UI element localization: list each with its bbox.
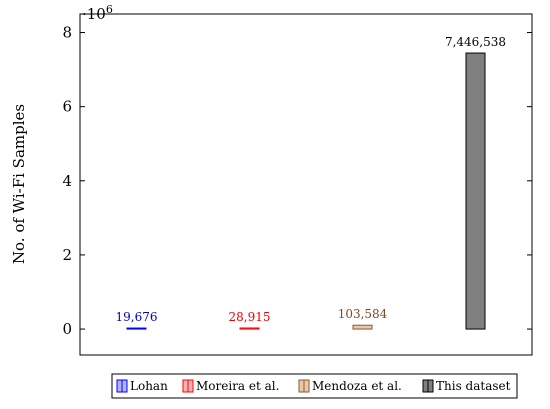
legend: Lohan Moreira et al. Mendoza et al. This da… xyxy=(111,373,518,399)
y-axis-multiplier: ·106 xyxy=(82,3,113,23)
legend-swatch xyxy=(182,379,194,393)
y-tick-label: 0 xyxy=(62,320,72,338)
bar-mendoza-et-al xyxy=(352,324,373,330)
y-tick-label: 4 xyxy=(62,172,72,190)
plot-area-frame xyxy=(79,13,533,356)
y-tick-label: 6 xyxy=(62,98,72,116)
y-axis: 0 2 4 6 8 xyxy=(62,24,532,338)
y-tick-label: 8 xyxy=(62,24,72,42)
y-axis-label: No. of Wi-Fi Samples xyxy=(10,104,28,264)
bar-value-label: 28,915 xyxy=(229,310,271,324)
legend-swatch xyxy=(116,379,128,393)
bar-value-label: 103,584 xyxy=(338,307,388,321)
y-tick-label: 2 xyxy=(62,246,72,264)
bar-lohan xyxy=(126,327,147,330)
bars: 19,676 28,915 103,584 7,446,538 xyxy=(116,35,506,330)
legend-box xyxy=(111,373,518,399)
legend-label: Lohan xyxy=(130,379,168,393)
legend-label: Mendoza et al. xyxy=(312,379,402,393)
bar-moreira-et-al xyxy=(239,327,260,330)
legend-label: This dataset xyxy=(436,379,511,393)
bar-value-label: 19,676 xyxy=(116,310,158,324)
legend-swatch xyxy=(422,379,434,393)
legend-label: Moreira et al. xyxy=(196,379,279,393)
bar-value-label: 7,446,538 xyxy=(445,35,506,49)
bar-this-dataset xyxy=(465,52,486,330)
legend-swatch xyxy=(298,379,310,393)
